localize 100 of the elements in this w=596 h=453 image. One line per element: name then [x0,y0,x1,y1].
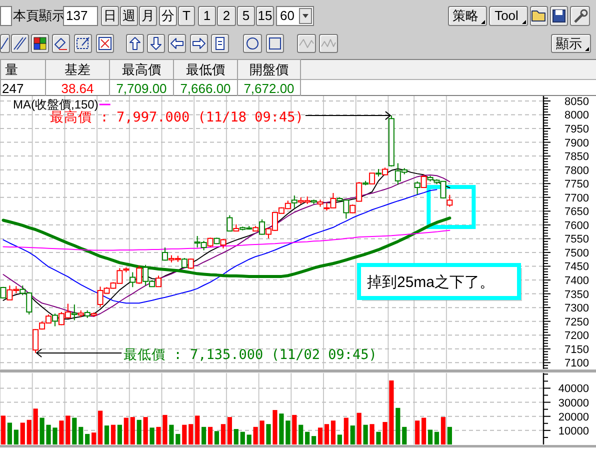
y-tick-label: 7100 [564,358,589,370]
bar [350,426,355,444]
text: 38.64 [46,80,110,96]
text: 7,709.00 [110,80,174,96]
bar [202,426,206,444]
bar [396,408,400,444]
bar [124,418,128,444]
bar [195,416,200,444]
bar [208,426,213,444]
bar [440,417,446,444]
bar [370,424,374,444]
bar [318,428,323,444]
y-tick-label: 8050 [564,96,589,108]
bar [7,422,12,444]
bar [130,417,135,444]
y-tick-label: 7250 [564,316,589,328]
y-tick-label: 7150 [564,344,589,356]
bar [434,432,440,444]
text: 週 [122,8,136,23]
bar [104,426,110,444]
y-tick-label: 7200 [564,330,589,342]
bar [136,420,142,444]
bar [85,434,90,444]
annotation: 最高價 : 7,997.000 (11/18 09:45) [50,110,304,126]
y-tick-label: 7700 [564,192,589,204]
text: 月 [142,8,154,23]
bar [143,417,148,444]
text: 分 [162,8,174,23]
bar [312,436,316,444]
bar [240,432,245,444]
bar [305,432,310,444]
bar [447,426,452,444]
bar [72,418,77,444]
text: 15 [258,8,272,23]
bar [330,420,336,444]
bar [337,434,342,444]
bar [292,414,297,444]
bar [33,408,38,444]
text: 策略 [452,8,478,23]
text: 1 [203,8,211,23]
bar [402,426,407,444]
text: 顯示 [556,36,582,51]
bar [428,430,433,444]
y-tick-label: 7450 [564,261,589,274]
bar [298,424,304,444]
y-tick-label: 7550 [564,234,589,246]
text: 60 [280,7,294,25]
bar [376,432,381,444]
line-series [2,230,450,251]
annotation: 掉到25ma之下了。 [367,274,495,291]
y-tick-label: 7300 [564,302,589,315]
bar [20,422,25,444]
text: 7,672.00 [238,80,300,96]
bar [78,426,84,444]
text: 最低價 [174,60,238,80]
bar [234,429,238,444]
text: 量 [0,60,46,80]
legend-label: MA(收盤價,150) [13,98,98,112]
text: 最高價 [110,60,174,80]
candlestick [446,194,453,208]
y-tick-label: 8000 [564,110,589,122]
text: 247 [0,80,46,96]
y-tick-label: 7500 [564,247,589,260]
text: 開盤價 [238,60,300,80]
bar [246,434,252,444]
y-tick-label: 30000 [558,397,589,410]
y-tick-label: 40000 [558,383,589,396]
y-tick-label: 7400 [564,275,589,288]
bar [344,418,348,444]
bar [92,432,96,444]
bar [220,424,226,444]
bar [182,424,187,444]
y-tick-label: 7350 [564,288,589,301]
y-tick-label: 20000 [558,411,589,424]
bar [214,431,220,444]
y-tick-label: 7950 [564,124,589,136]
bar [422,418,426,444]
y-tick-label: 7750 [564,178,589,191]
text: 2 [222,8,230,23]
bar [0,416,6,444]
annotation: 最低價 : 7,135.000 (11/02 09:45) [124,347,377,364]
candlestick [388,115,394,168]
y-tick-label: 7850 [564,151,589,164]
text: 基差 [46,60,110,80]
bar [188,424,194,444]
bar [26,420,32,444]
bar [110,424,116,444]
bar [227,417,232,444]
text: Tool [494,8,518,23]
bar [363,424,368,444]
text: T [182,8,190,23]
bar [266,424,271,444]
text: 5 [242,8,250,23]
y-tick-label: 7600 [564,220,589,232]
bar [14,430,18,444]
bar [150,428,154,444]
y-tick-label: 7650 [564,206,589,218]
text: 137 [66,8,88,23]
bar [117,424,122,444]
text: 7,666.00 [174,80,238,96]
